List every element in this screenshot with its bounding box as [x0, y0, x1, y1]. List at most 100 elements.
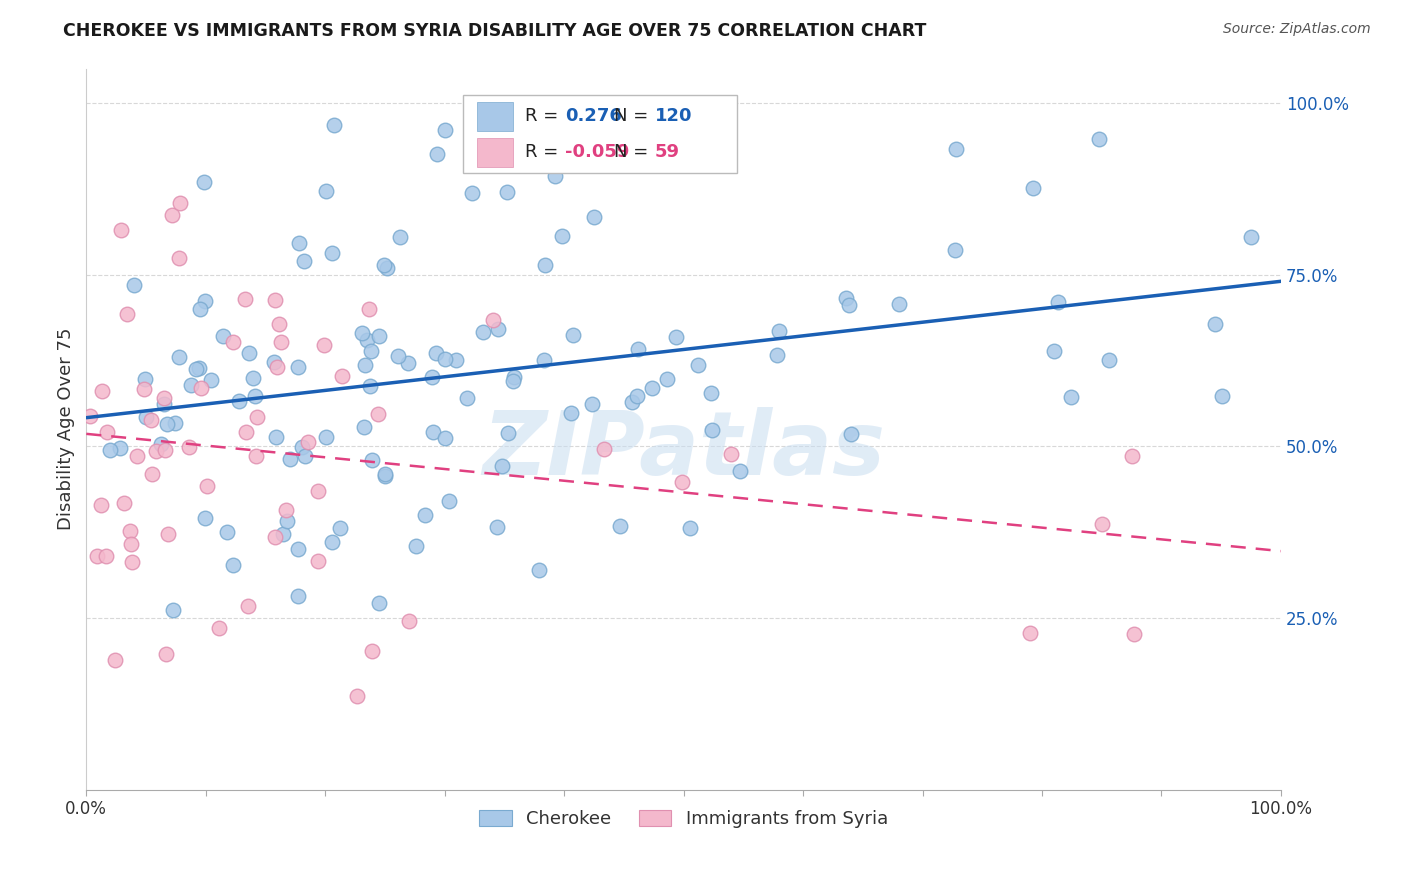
Point — [155, 647, 177, 661]
Point — [1019, 626, 1042, 640]
Point — [426, 147, 449, 161]
Point — [889, 297, 911, 311]
Point — [141, 413, 163, 427]
Point — [368, 596, 391, 610]
Point — [276, 503, 298, 517]
Point — [720, 447, 742, 461]
Point — [581, 397, 603, 411]
Point — [165, 416, 187, 430]
Point — [700, 423, 723, 437]
Point — [266, 430, 288, 444]
Point — [359, 301, 381, 316]
Point — [186, 362, 208, 376]
Text: -0.059: -0.059 — [565, 143, 630, 161]
Point — [121, 555, 143, 569]
Point — [315, 430, 337, 444]
Point — [266, 359, 288, 374]
Point — [222, 558, 245, 573]
Point — [245, 449, 267, 463]
Point — [495, 186, 517, 200]
Point — [352, 326, 374, 340]
Text: R =: R = — [524, 143, 564, 161]
FancyBboxPatch shape — [477, 102, 513, 130]
Text: ZIPatlas: ZIPatlas — [482, 408, 886, 494]
Point — [288, 236, 311, 251]
Point — [238, 346, 260, 360]
Point — [502, 374, 524, 388]
Point — [502, 370, 524, 384]
Point — [582, 210, 605, 224]
Point — [360, 644, 382, 658]
Point — [118, 524, 141, 538]
FancyBboxPatch shape — [477, 137, 513, 167]
Point — [278, 451, 301, 466]
Point — [90, 498, 112, 512]
Point — [246, 410, 269, 425]
Point — [665, 330, 688, 344]
Point — [346, 689, 368, 703]
Point — [433, 351, 456, 366]
Point — [461, 186, 484, 201]
Point — [120, 536, 142, 550]
Point — [112, 496, 135, 510]
Point — [533, 258, 555, 272]
Point — [156, 417, 179, 431]
Point — [472, 325, 495, 339]
Point — [838, 298, 860, 312]
Point — [190, 381, 212, 395]
Point — [127, 449, 149, 463]
Point — [405, 539, 427, 553]
Point — [307, 484, 329, 499]
Point — [315, 184, 337, 198]
Point — [481, 313, 503, 327]
Point — [387, 349, 409, 363]
Point — [134, 409, 156, 424]
Point — [194, 294, 217, 309]
Point — [544, 169, 567, 183]
Point — [1121, 450, 1143, 464]
Point — [1211, 389, 1233, 403]
Point — [576, 156, 599, 170]
Point — [228, 393, 250, 408]
Point — [243, 389, 266, 403]
Point — [655, 372, 678, 386]
Point — [359, 379, 381, 393]
Point — [533, 352, 555, 367]
Text: N =: N = — [614, 107, 654, 125]
Point — [271, 527, 294, 541]
Point — [287, 541, 309, 556]
Point — [307, 554, 329, 568]
Point — [312, 338, 335, 352]
Point — [287, 589, 309, 603]
Point — [329, 521, 352, 535]
Point — [236, 599, 259, 613]
Point — [396, 356, 419, 370]
Point — [160, 208, 183, 222]
Point — [297, 435, 319, 450]
FancyBboxPatch shape — [463, 95, 737, 173]
Text: R =: R = — [524, 107, 564, 125]
Point — [641, 381, 664, 395]
Point — [169, 196, 191, 211]
Point — [1098, 352, 1121, 367]
Point — [108, 441, 131, 455]
Point — [330, 369, 353, 384]
Point — [1047, 294, 1070, 309]
Point — [134, 371, 156, 385]
Point — [149, 436, 172, 450]
Point — [562, 328, 585, 343]
Legend: Cherokee, Immigrants from Syria: Cherokee, Immigrants from Syria — [472, 802, 896, 835]
Point — [728, 464, 751, 478]
Text: 120: 120 — [655, 107, 692, 125]
Point — [398, 614, 420, 628]
Point — [167, 252, 190, 266]
Point — [217, 525, 239, 540]
Point — [527, 562, 550, 576]
Point — [420, 370, 443, 384]
Point — [156, 527, 179, 541]
Point — [1043, 344, 1066, 359]
Y-axis label: Disability Age Over 75: Disability Age Over 75 — [58, 328, 75, 531]
Point — [368, 328, 391, 343]
Text: N =: N = — [614, 143, 654, 161]
Point — [321, 535, 343, 549]
